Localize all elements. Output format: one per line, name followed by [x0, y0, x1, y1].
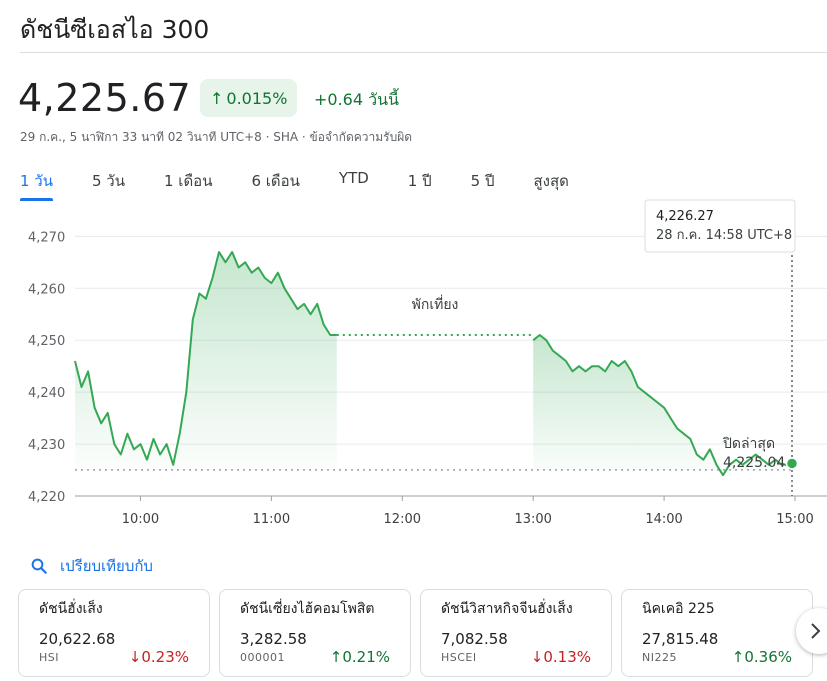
tooltip-time: 28 ก.ค. 14:58 UTC+8	[656, 228, 792, 243]
close-label-value: 4,225.04	[723, 455, 785, 471]
current-price: 4,225.67	[18, 76, 192, 120]
card-change: ↑ 0.21%	[329, 648, 390, 666]
arrow-down-icon: ↓	[530, 648, 544, 666]
card-name: ดัชนีเซี่ยงไฮ้คอมโพสิต	[240, 601, 375, 617]
tooltip-value: 4,226.27	[656, 209, 714, 224]
percent-change-badge: ↑ 0.015%	[200, 79, 298, 117]
price-chart[interactable]: 4,270 4,260 4,250 4,240 4,230 4,220 10:00 11:00…	[0, 195, 827, 535]
card-change: ↓ 0.13%	[530, 648, 591, 666]
compare-label: เปรียบเทียบกับ	[60, 557, 153, 575]
absolute-change: +0.64 วันนี้	[314, 90, 399, 109]
arrow-up-icon: ↑	[210, 88, 224, 108]
hover-dot	[785, 457, 799, 470]
y-tick-label: 4,250	[28, 334, 65, 349]
tab-1y[interactable]: 1 ปี	[407, 172, 432, 190]
card-name: นิคเคอิ 225	[642, 601, 715, 617]
card-name: ดัชนีวิสาหกิจจีนฮั่งเส็ง	[441, 601, 573, 617]
compare-cards: ดัชนีฮั่งเส็ง 20,622.68 HSI ↓ 0.23% ดัชนี…	[18, 589, 822, 677]
next-cards-button[interactable]	[796, 608, 827, 654]
divider	[20, 52, 827, 53]
tab-ytd[interactable]: YTD	[338, 169, 369, 187]
card-change: ↑ 0.36%	[731, 648, 792, 666]
y-tick-label: 4,230	[28, 438, 65, 453]
tab-max[interactable]: สูงสุด	[533, 172, 569, 190]
card-value: 20,622.68	[39, 630, 116, 648]
close-label-title: ปิดล่าสุด	[723, 436, 776, 452]
card-change: ↓ 0.23%	[128, 648, 189, 666]
x-tick-label: 11:00	[253, 512, 290, 527]
compare-link[interactable]: เปรียบเทียบกับ	[30, 554, 153, 578]
tab-6m[interactable]: 6 เดือน	[251, 172, 300, 190]
tab-1m[interactable]: 1 เดือน	[164, 172, 213, 190]
hover-tooltip: 4,226.27 28 ก.ค. 14:58 UTC+8	[644, 199, 796, 253]
chevron-right-icon	[811, 623, 821, 639]
percent-change: 0.015%	[226, 88, 288, 108]
arrow-up-icon: ↑	[329, 648, 343, 666]
x-tick-label: 10:00	[122, 512, 159, 527]
tab-5d[interactable]: 5 วัน	[92, 172, 125, 190]
card-symbol: 000001	[240, 650, 285, 664]
arrow-up-icon: ↑	[731, 648, 745, 666]
card-symbol: NI225	[642, 650, 677, 664]
x-tick-label: 15:00	[776, 512, 813, 527]
quote-subline: 29 ก.ค., 5 นาฬิกา 33 นาที 02 วินาที UTC+…	[20, 130, 413, 144]
y-tick-label: 4,260	[28, 282, 65, 297]
index-card[interactable]: นิคเคอิ 225 27,815.48 NI225 ↑ 0.36%	[621, 589, 813, 677]
card-name: ดัชนีฮั่งเส็ง	[39, 601, 103, 617]
x-tick-label: 13:00	[514, 512, 551, 527]
index-card[interactable]: ดัชนีฮั่งเส็ง 20,622.68 HSI ↓ 0.23%	[18, 589, 210, 677]
range-tabs: 1 วัน 5 วัน 1 เดือน 6 เดือน YTD 1 ปี 5 ป…	[20, 166, 608, 201]
y-tick-label: 4,220	[28, 490, 65, 505]
card-value: 27,815.48	[642, 630, 719, 648]
card-symbol: HSCEI	[441, 650, 477, 664]
card-value: 3,282.58	[240, 630, 307, 648]
arrow-down-icon: ↓	[128, 648, 142, 666]
x-tick-label: 14:00	[645, 512, 682, 527]
lunch-break-label: พักเที่ยง	[412, 295, 459, 313]
index-card[interactable]: ดัชนีเซี่ยงไฮ้คอมโพสิต 3,282.58 000001 ↑…	[219, 589, 411, 677]
card-symbol: HSI	[39, 650, 59, 664]
tab-1d[interactable]: 1 วัน	[20, 166, 53, 201]
x-tick-label: 12:00	[384, 512, 421, 527]
morning-session-area	[75, 252, 337, 470]
index-card[interactable]: ดัชนีวิสาหกิจจีนฮั่งเส็ง 7,082.58 HSCEI …	[420, 589, 612, 677]
y-tick-label: 4,240	[28, 386, 65, 401]
morning-session-line	[74, 251, 337, 466]
tooltip-box	[644, 199, 796, 253]
y-tick-label: 4,270	[28, 230, 65, 245]
search-icon	[31, 558, 47, 574]
tab-5y[interactable]: 5 ปี	[470, 172, 495, 190]
afternoon-session-line	[532, 334, 796, 477]
card-value: 7,082.58	[441, 630, 508, 648]
page-title: ดัชนีซีเอสไอ 300	[20, 15, 210, 44]
afternoon-session-area	[533, 335, 795, 476]
